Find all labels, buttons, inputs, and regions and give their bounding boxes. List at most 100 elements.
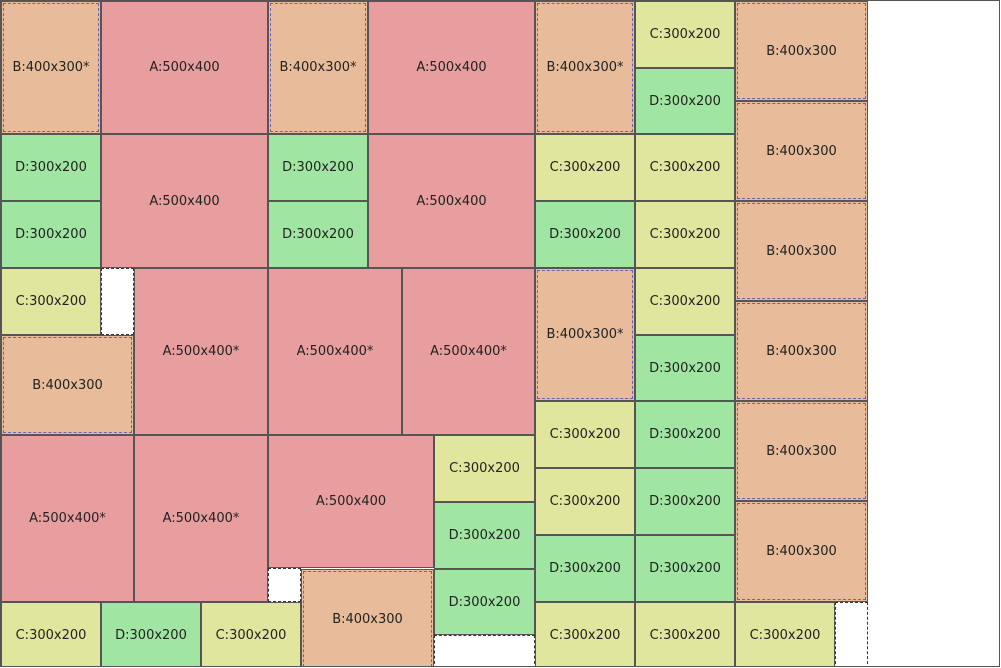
piece-b: B:400x300 [735,101,868,201]
piece-b: B:400x300 [1,335,134,435]
piece-label: D:300x200 [448,594,521,610]
piece-label: A:500x400* [162,344,240,359]
piece-label: A:500x400 [315,494,387,509]
piece-d: D:300x200 [101,602,201,666]
piece-b: B:400x300* [535,1,635,134]
piece-label: B:400x300 [332,611,403,627]
piece-label: C:300x200 [449,461,520,476]
piece-label: B:400x300 [766,43,837,59]
empty-gap [434,635,535,666]
piece-label: D:300x200 [549,561,621,576]
empty-gap [101,268,134,335]
piece-label: C:300x200 [549,628,621,643]
piece-a: A:500x400* [1,435,134,602]
piece-d: D:300x200 [635,335,735,401]
piece-label: A:500x400 [416,193,487,209]
piece-label: B:400x300* [546,60,624,75]
piece-a: A:500x400 [368,134,535,268]
piece-b: B:400x300 [301,569,434,666]
piece-label: B:400x300 [766,143,837,159]
piece-label: B:400x300* [279,60,357,75]
piece-c: C:300x200 [635,268,735,335]
piece-label: C:300x200 [649,294,721,309]
piece-a: A:500x400* [268,268,402,435]
piece-a: A:500x400* [134,435,268,602]
piece-label: D:300x200 [649,494,721,509]
piece-c: C:300x200 [434,435,535,502]
piece-c: C:300x200 [635,602,735,666]
piece-label: D:300x200 [15,160,87,175]
piece-label: D:300x200 [115,628,187,643]
piece-label: C:300x200 [15,628,87,643]
piece-c: C:300x200 [635,201,735,268]
piece-label: C:300x200 [649,160,721,175]
piece-b: B:400x300* [1,1,101,134]
empty-gap [268,568,301,602]
piece-label: B:400x300* [12,60,90,75]
piece-c: C:300x200 [635,134,735,201]
empty-gap [835,602,868,666]
piece-label: D:300x200 [649,360,721,376]
piece-label: C:300x200 [549,160,621,175]
piece-a: A:500x400 [368,1,535,134]
piece-d: D:300x200 [434,569,535,635]
piece-b: B:400x300 [735,301,868,401]
piece-label: B:400x300 [766,544,837,559]
piece-c: C:300x200 [1,602,101,666]
piece-d: D:300x200 [635,468,735,535]
piece-label: C:300x200 [649,227,721,242]
piece-label: D:300x200 [549,227,621,242]
piece-label: C:300x200 [649,628,721,643]
piece-d: D:300x200 [268,201,368,268]
piece-d: D:300x200 [1,201,101,268]
piece-b: B:400x300 [735,501,868,602]
piece-c: C:300x200 [535,602,635,666]
piece-b: B:400x300 [735,201,868,301]
piece-a: A:500x400* [402,268,535,435]
piece-label: D:300x200 [282,160,354,175]
piece-label: D:300x200 [649,427,721,442]
piece-label: A:500x400* [29,511,106,526]
piece-label: B:400x300 [32,377,103,393]
piece-d: D:300x200 [1,134,101,201]
piece-label: A:500x400 [149,60,220,75]
piece-label: A:500x400* [296,344,374,359]
piece-label: D:300x200 [282,227,354,242]
piece-label: B:400x300* [546,327,624,342]
piece-c: C:300x200 [735,602,835,666]
piece-c: C:300x200 [535,401,635,468]
piece-label: C:300x200 [749,628,821,643]
piece-label: B:400x300 [766,343,837,359]
piece-d: D:300x200 [434,502,535,569]
piece-b: B:400x300* [535,268,635,401]
piece-c: C:300x200 [535,468,635,535]
piece-d: D:300x200 [268,134,368,201]
piece-label: B:400x300 [766,443,837,459]
piece-label: A:500x400 [149,193,220,209]
piece-c: C:300x200 [1,268,101,335]
piece-label: C:300x200 [549,494,621,509]
piece-label: A:500x400* [162,511,240,526]
piece-d: D:300x200 [635,535,735,602]
piece-label: B:400x300 [766,243,837,259]
piece-label: A:500x400 [416,60,487,75]
piece-label: C:300x200 [649,27,721,42]
piece-d: D:300x200 [635,68,735,134]
piece-a: A:500x400 [268,435,434,568]
piece-a: A:500x400* [134,268,268,435]
piece-d: D:300x200 [635,401,735,468]
piece-a: A:500x400 [101,1,268,134]
piece-b: B:400x300* [268,1,368,134]
piece-c: C:300x200 [535,134,635,201]
piece-label: D:300x200 [649,93,721,109]
piece-d: D:300x200 [535,535,635,602]
piece-b: B:400x300 [735,1,868,101]
piece-d: D:300x200 [535,201,635,268]
piece-label: D:300x200 [448,528,521,543]
piece-c: C:300x200 [635,1,735,68]
piece-label: A:500x400* [430,344,507,359]
piece-label: C:300x200 [215,628,287,643]
piece-label: C:300x200 [15,294,87,309]
piece-label: D:300x200 [649,561,721,576]
